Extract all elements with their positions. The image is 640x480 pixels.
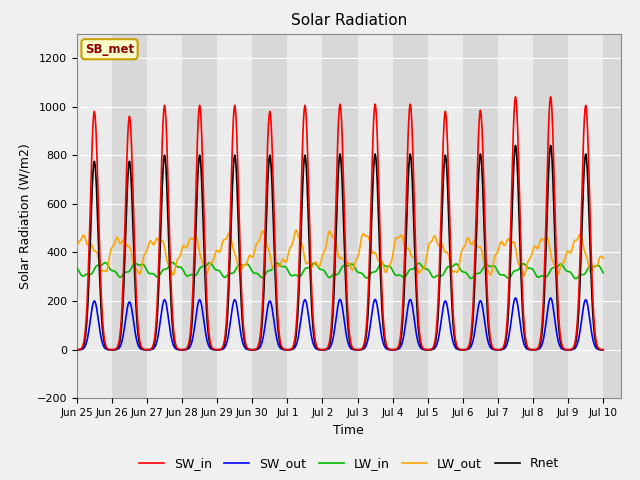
Line: SW_out: SW_out: [77, 298, 604, 350]
SW_in: [552, 234, 559, 240]
Rnet: [511, 143, 519, 148]
LW_in: [600, 270, 607, 276]
LW_out: [600, 255, 607, 261]
Bar: [358, 34, 393, 398]
Bar: [393, 34, 428, 398]
SW_in: [73, 347, 81, 353]
Line: LW_out: LW_out: [77, 230, 604, 276]
Bar: [252, 34, 287, 398]
Line: LW_in: LW_in: [77, 263, 604, 279]
Rnet: [383, 345, 390, 351]
LW_out: [520, 273, 528, 278]
LW_in: [333, 272, 340, 277]
Rnet: [211, 347, 219, 353]
Bar: [287, 34, 323, 398]
LW_in: [212, 267, 220, 273]
LW_out: [73, 245, 81, 251]
Bar: [568, 34, 604, 398]
LW_in: [384, 264, 392, 269]
SW_out: [511, 295, 519, 301]
Rnet: [73, 347, 81, 353]
Text: SB_met: SB_met: [85, 43, 134, 56]
SW_out: [552, 324, 559, 329]
SW_out: [73, 347, 81, 353]
LW_out: [384, 266, 392, 272]
Legend: SW_in, SW_out, LW_in, LW_out, Rnet: SW_in, SW_out, LW_in, LW_out, Rnet: [134, 452, 564, 475]
Y-axis label: Solar Radiation (W/m2): Solar Radiation (W/m2): [18, 143, 31, 289]
SW_in: [332, 211, 339, 216]
Rnet: [552, 262, 559, 268]
LW_out: [211, 252, 219, 257]
Bar: [463, 34, 498, 398]
Line: SW_in: SW_in: [77, 97, 604, 350]
SW_in: [383, 343, 390, 349]
SW_in: [189, 300, 196, 305]
Rnet: [332, 244, 339, 250]
Bar: [217, 34, 252, 398]
Bar: [533, 34, 568, 398]
Title: Solar Radiation: Solar Radiation: [291, 13, 407, 28]
SW_in: [435, 284, 443, 289]
Bar: [323, 34, 358, 398]
SW_in: [211, 347, 219, 352]
SW_out: [383, 346, 390, 352]
SW_in: [511, 94, 519, 100]
SW_in: [600, 347, 607, 353]
Bar: [428, 34, 463, 398]
LW_in: [552, 265, 559, 271]
Bar: [182, 34, 217, 398]
SW_out: [211, 347, 219, 353]
LW_in: [436, 273, 444, 278]
LW_out: [436, 242, 444, 248]
Rnet: [189, 314, 196, 320]
SW_out: [435, 334, 443, 340]
Bar: [77, 34, 112, 398]
LW_in: [169, 260, 177, 265]
LW_in: [189, 272, 197, 278]
Rnet: [435, 301, 443, 307]
LW_in: [73, 265, 81, 271]
Bar: [112, 34, 147, 398]
SW_out: [332, 319, 339, 325]
LW_out: [333, 242, 340, 248]
LW_in: [572, 276, 579, 282]
SW_out: [600, 347, 607, 353]
X-axis label: Time: Time: [333, 424, 364, 437]
Bar: [498, 34, 533, 398]
SW_out: [189, 337, 196, 343]
LW_out: [189, 236, 196, 242]
Bar: [604, 34, 638, 398]
LW_out: [292, 227, 300, 233]
Rnet: [600, 347, 607, 353]
Line: Rnet: Rnet: [77, 145, 604, 350]
LW_out: [552, 271, 560, 276]
Bar: [147, 34, 182, 398]
